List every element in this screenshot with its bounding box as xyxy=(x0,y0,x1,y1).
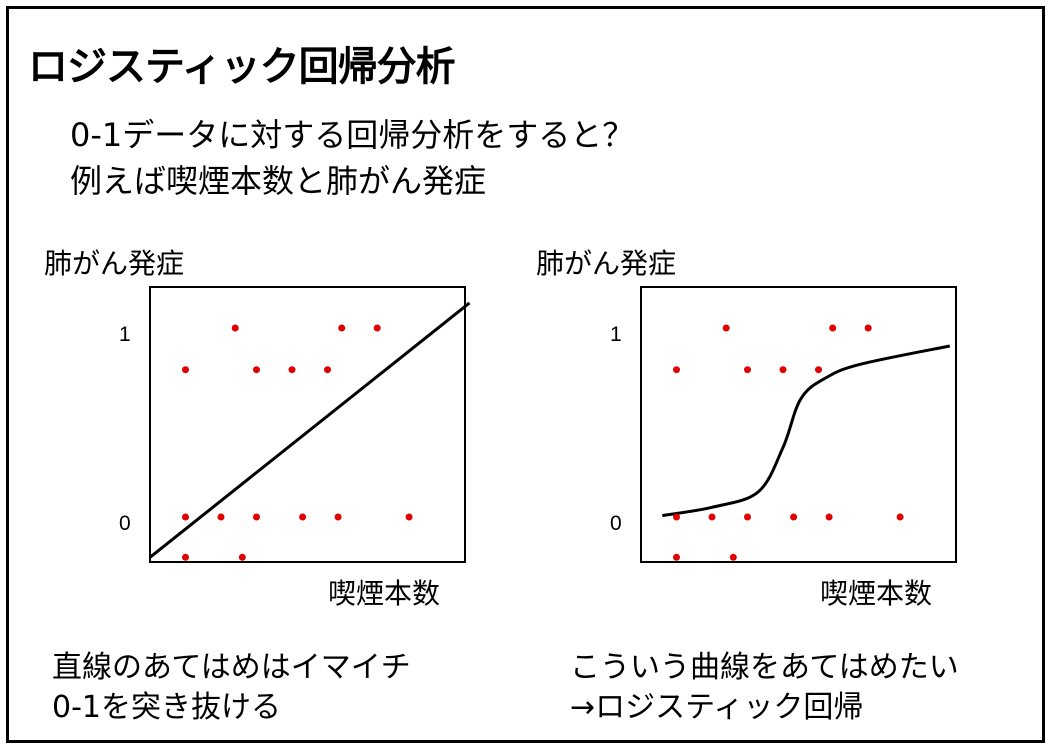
left-y-axis-label: 肺がん発症 xyxy=(44,247,185,280)
right-data-point-outcome0-4 xyxy=(825,513,833,521)
right-data-point-outcome0-3 xyxy=(790,513,798,521)
left-data-point-outcome0-1 xyxy=(217,513,225,521)
left-data-point-outcome1-3 xyxy=(288,366,296,374)
right-data-point-outcome0-5 xyxy=(896,513,904,521)
right-caption-line-1: こういう曲線をあてはめたい xyxy=(570,650,959,685)
right-y-axis-label: 肺がん発症 xyxy=(536,247,677,280)
left-data-point-outcome1-5 xyxy=(338,324,346,332)
right-y-tick-1: 1 xyxy=(610,323,622,346)
left-data-point-outcome1-1 xyxy=(231,324,239,332)
left-chart: 1 0 xyxy=(119,286,471,563)
left-data-point-outcome0-7 xyxy=(238,553,246,561)
left-data-point-outcome0-5 xyxy=(405,513,413,521)
left-data-point-outcome0-6 xyxy=(182,553,189,561)
left-fit-linear xyxy=(149,301,471,559)
left-data-point-outcome0-2 xyxy=(253,513,260,521)
left-caption-line-2: 0-1を突き抜ける xyxy=(52,690,281,725)
right-data-point-outcome0-6 xyxy=(673,553,680,561)
left-y-tick-0: 0 xyxy=(119,512,131,535)
left-data-point-outcome0-4 xyxy=(334,513,342,521)
left-y-tick-1: 1 xyxy=(119,323,131,346)
left-x-axis-label: 喫煙本数 xyxy=(328,577,441,610)
left-data-point-outcome1-6 xyxy=(373,324,381,332)
right-data-point-outcome0-7 xyxy=(729,553,737,561)
right-data-point-outcome1-3 xyxy=(779,366,787,374)
right-data-point-outcome1-5 xyxy=(829,324,837,332)
right-data-point-outcome1-2 xyxy=(744,366,751,374)
left-data-point-outcome1-4 xyxy=(324,366,331,374)
subtitle-line-1: 0-1データに対する回帰分析をすると？ xyxy=(70,116,635,154)
right-data-point-outcome0-2 xyxy=(744,513,751,521)
right-data-point-outcome1-4 xyxy=(815,366,822,374)
right-data-point-outcome1-0 xyxy=(673,366,680,374)
left-data-point-outcome1-0 xyxy=(182,366,189,374)
left-data-point-outcome0-0 xyxy=(182,513,189,521)
right-data-point-outcome1-6 xyxy=(864,324,872,332)
right-data-point-outcome1-1 xyxy=(722,324,730,332)
slide-title: ロジスティック回帰分析 xyxy=(28,44,456,90)
left-plot-frame xyxy=(149,286,466,563)
right-data-point-outcome0-0 xyxy=(673,513,680,521)
slide-frame xyxy=(6,6,1045,743)
left-caption-line-1: 直線のあてはめはイマイチ xyxy=(52,650,411,685)
left-data-point-outcome0-3 xyxy=(299,513,307,521)
right-chart: 1 0 xyxy=(610,286,957,563)
right-x-axis-label: 喫煙本数 xyxy=(820,577,933,610)
right-y-tick-0: 0 xyxy=(610,512,622,535)
right-caption-line-2: →ロジスティック回帰 xyxy=(570,690,864,725)
right-plot-frame xyxy=(640,286,957,563)
left-data-point-outcome1-2 xyxy=(253,366,260,374)
right-data-point-outcome0-1 xyxy=(708,513,716,521)
subtitle-line-2: 例えば喫煙本数と肺がん発症 xyxy=(70,162,487,200)
right-fit-sigmoid xyxy=(662,344,951,518)
